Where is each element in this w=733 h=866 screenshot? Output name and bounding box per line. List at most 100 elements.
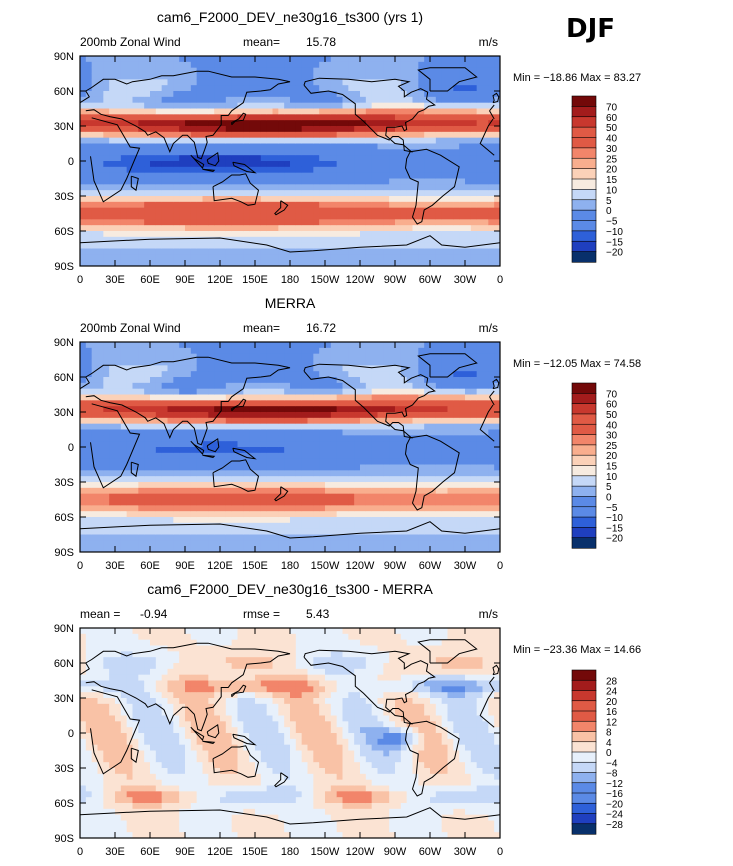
- units-label: m/s: [479, 35, 498, 49]
- field-cell: [348, 236, 355, 244]
- field-cell: [249, 347, 256, 355]
- field-cell: [284, 452, 291, 460]
- field-cell: [243, 447, 250, 454]
- field-cell: [313, 79, 320, 86]
- field-cell: [412, 149, 419, 156]
- field-cell: [342, 114, 349, 121]
- field-cell: [342, 371, 349, 378]
- field-cell: [115, 131, 122, 139]
- field-cell: [272, 96, 279, 104]
- field-cell: [377, 184, 384, 191]
- field-cell: [126, 260, 133, 266]
- field-cell: [126, 114, 133, 121]
- field-cell: [179, 505, 186, 512]
- field-cell: [371, 178, 378, 185]
- field-cell: [179, 137, 186, 144]
- field-cell: [161, 67, 168, 74]
- field-cell: [214, 56, 221, 63]
- field-cell: [383, 423, 390, 430]
- field-cell: [179, 236, 186, 244]
- field-cell: [167, 79, 174, 86]
- field-cell: [430, 505, 437, 512]
- field-cell: [132, 178, 139, 185]
- field-cell: [208, 347, 215, 355]
- field-cell: [115, 61, 122, 69]
- field-cell: [85, 201, 93, 209]
- field-cell: [173, 487, 180, 495]
- field-cell: [249, 458, 256, 465]
- field-cell: [190, 476, 198, 483]
- field-cell: [470, 213, 478, 220]
- field-cell: [290, 517, 297, 524]
- field-cell: [389, 143, 396, 150]
- field-cell: [208, 108, 215, 115]
- field-cell: [138, 73, 145, 80]
- field-cell: [167, 231, 174, 238]
- field-cell: [435, 394, 443, 401]
- field-cell: [208, 56, 215, 63]
- field-cell: [249, 61, 256, 69]
- field-cell: [418, 161, 425, 168]
- field-cell: [330, 166, 338, 174]
- field-cell: [161, 487, 168, 495]
- field-cell: [383, 178, 390, 185]
- field-cell: [406, 470, 413, 477]
- field-cell: [272, 260, 279, 266]
- field-cell: [120, 342, 128, 349]
- field-cell: [190, 435, 198, 442]
- field-cell: [237, 394, 244, 401]
- field-cell: [377, 149, 384, 156]
- field-cell: [295, 137, 303, 144]
- field-cell: [441, 114, 448, 121]
- field-cell: [465, 201, 472, 209]
- field-cell: [395, 213, 402, 220]
- field-cell: [167, 470, 174, 477]
- field-cell: [126, 499, 133, 506]
- field-cell: [150, 102, 157, 109]
- field-cell: [249, 353, 256, 360]
- field-cell: [237, 137, 244, 144]
- field-cell: [249, 476, 256, 483]
- field-cell: [377, 464, 384, 471]
- field-cell: [202, 435, 209, 442]
- field-cell: [249, 447, 256, 454]
- field-cell: [196, 248, 203, 255]
- field-cell: [424, 248, 431, 255]
- field-cell: [365, 61, 373, 69]
- field-cell: [85, 534, 93, 541]
- field-cell: [190, 528, 198, 535]
- field-cell: [97, 365, 104, 372]
- field-cell: [371, 546, 378, 552]
- field-cell: [284, 219, 291, 226]
- field-cell: [132, 540, 139, 547]
- field-cell: [441, 342, 448, 349]
- field-cell: [115, 196, 122, 203]
- field-cell: [406, 347, 413, 355]
- field-cell: [91, 143, 98, 150]
- field-cell: [190, 505, 198, 512]
- field-cell: [494, 102, 500, 109]
- field-cell: [109, 126, 116, 133]
- field-cell: [150, 108, 157, 115]
- field-cell: [453, 143, 460, 150]
- field-cell: [179, 114, 186, 121]
- field-cell: [354, 365, 361, 372]
- field-cell: [115, 85, 122, 92]
- field-cell: [214, 464, 221, 471]
- field-cell: [144, 155, 151, 162]
- field-cell: [202, 499, 209, 506]
- field-cell: [278, 359, 285, 366]
- field-cell: [330, 172, 338, 179]
- field-cell: [313, 56, 320, 63]
- field-cell: [354, 91, 361, 98]
- field-cell: [243, 96, 250, 104]
- field-cell: [225, 429, 233, 436]
- field-cell: [179, 91, 186, 98]
- field-cell: [430, 231, 437, 238]
- field-cell: [424, 441, 431, 448]
- field-cell: [220, 260, 227, 266]
- field-cell: [400, 359, 408, 366]
- field-cell: [470, 131, 478, 139]
- field-cell: [220, 423, 227, 430]
- field-cell: [400, 56, 408, 63]
